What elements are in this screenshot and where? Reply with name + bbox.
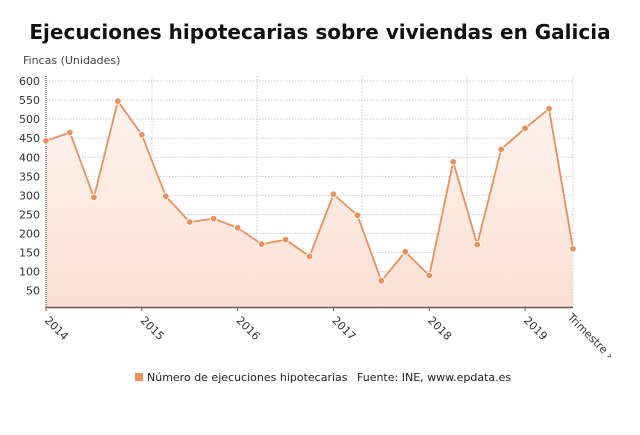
chart-title: Ejecuciones hipotecarias sobre viviendas… [29,20,610,44]
area-path [46,101,573,308]
series [42,97,577,285]
y-tick-label: 100 [19,266,40,279]
data-point [305,252,314,261]
data-point [497,145,505,153]
data-point [329,190,338,198]
data-point [233,224,242,232]
data-point [66,128,74,137]
x-axis-label: Trimestre › [564,310,616,362]
x-tick-label: 2018 [425,314,454,343]
data-point [162,192,170,200]
y-tick-label: 50 [26,285,40,298]
legend-label: Número de ejecuciones hipotecarias [147,371,348,384]
data-point [569,245,577,253]
x-tick-label: 2014 [42,314,71,343]
data-point [42,137,50,145]
data-point [377,277,386,285]
data-point [209,214,218,223]
data-point [473,240,481,249]
data-point [401,248,410,256]
data-point [521,124,529,132]
y-tick-label: 550 [19,94,40,107]
data-point [425,271,433,280]
data-point [449,158,457,166]
y-tick-label: 150 [19,247,40,260]
source-note: Fuente: INE, www.epdata.es [357,371,511,384]
data-point [186,218,194,226]
y-tick-label: 400 [19,151,40,164]
x-tick-label: 2019 [521,314,550,343]
x-axis: 2014 2015 2016 2017 2018 2019 Trimestre › [42,306,616,362]
data-point [281,235,290,244]
y-tick-label: 500 [19,113,40,126]
data-point [114,97,122,105]
y-tick-label: 250 [19,208,40,221]
y-tick-label: 450 [19,132,40,145]
x-tick-label: 2015 [138,314,167,343]
x-tick-label: 2017 [329,314,358,343]
y-tick-label: 350 [19,170,40,183]
y-axis: 50 100 150 200 250 300 350 400 450 500 550 600 [19,75,47,307]
legend-swatch [135,373,143,381]
y-tick-label: 600 [19,75,40,88]
data-point [353,211,362,219]
x-tick-label: 2016 [234,314,263,343]
data-point [545,105,553,113]
y-axis-label: Fincas (Unidades) [23,54,120,67]
legend: Número de ejecuciones hipotecarias Fuent… [135,371,511,384]
y-tick-label: 200 [19,228,40,241]
area-fill [46,101,573,308]
data-point [90,193,98,202]
data-point [257,240,266,248]
y-tick-label: 300 [19,189,40,202]
data-point [138,131,146,139]
